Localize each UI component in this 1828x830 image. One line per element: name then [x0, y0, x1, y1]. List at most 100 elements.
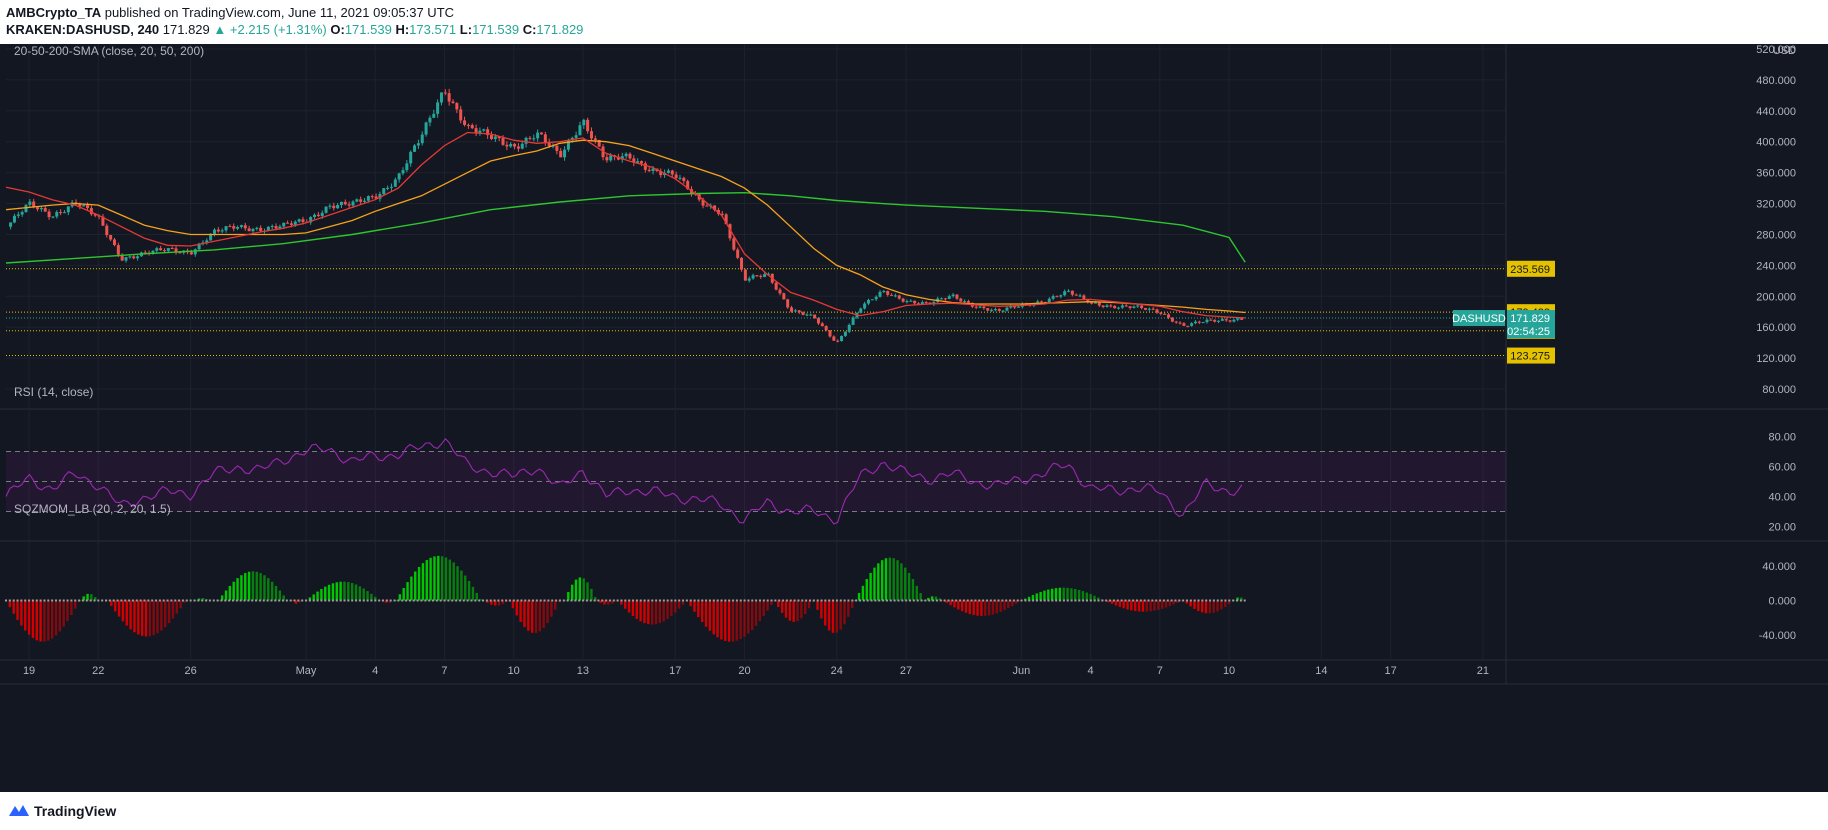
momentum-bar[interactable] [240, 575, 243, 601]
candle-body[interactable] [909, 300, 913, 302]
candle-body[interactable] [1217, 320, 1221, 322]
candle-body[interactable] [1224, 319, 1228, 321]
momentum-bar[interactable] [358, 586, 362, 601]
momentum-bar[interactable] [980, 600, 983, 616]
candle-body[interactable] [36, 207, 40, 210]
time-tick-label[interactable]: 13 [577, 665, 589, 677]
momentum-bar[interactable] [1236, 597, 1239, 601]
momentum-bar[interactable] [938, 598, 942, 601]
candle-body[interactable] [647, 169, 651, 172]
momentum-bar[interactable] [599, 600, 602, 603]
momentum-bar[interactable] [247, 571, 251, 601]
momentum-bar[interactable] [697, 600, 700, 618]
momentum-bar[interactable] [452, 562, 455, 601]
candle-body[interactable] [355, 199, 359, 202]
candle-body[interactable] [793, 310, 797, 312]
momentum-bar[interactable] [570, 584, 574, 601]
momentum-bar[interactable] [519, 600, 522, 622]
momentum-bar[interactable] [1141, 600, 1145, 612]
momentum-bar[interactable] [43, 600, 46, 642]
momentum-bar[interactable] [1003, 600, 1006, 611]
candle-body[interactable] [470, 125, 474, 129]
momentum-bar[interactable] [467, 580, 471, 601]
candle-body[interactable] [409, 151, 413, 164]
momentum-bar[interactable] [716, 600, 719, 638]
momentum-bar[interactable] [228, 585, 232, 601]
momentum-bar[interactable] [1110, 600, 1114, 604]
momentum-bar[interactable] [16, 600, 19, 620]
momentum-bar[interactable] [1160, 600, 1164, 609]
momentum-bar[interactable] [354, 584, 358, 601]
momentum-bar[interactable] [152, 600, 155, 636]
candle-body[interactable] [1201, 322, 1205, 324]
candle-body[interactable] [1059, 295, 1063, 297]
candle-body[interactable] [162, 250, 166, 252]
candle-body[interactable] [1186, 325, 1190, 327]
candle-body[interactable] [286, 222, 290, 224]
momentum-bar[interactable] [160, 600, 163, 631]
momentum-bar[interactable] [298, 600, 302, 603]
momentum-bar[interactable] [1054, 588, 1058, 601]
momentum-bar[interactable] [1224, 600, 1227, 607]
candle-body[interactable] [859, 308, 863, 313]
candle-body[interactable] [605, 157, 609, 161]
candle-body[interactable] [990, 309, 994, 311]
candle-body[interactable] [1193, 321, 1197, 324]
momentum-bar[interactable] [316, 591, 319, 601]
candle-body[interactable] [1132, 306, 1136, 308]
momentum-bar[interactable] [857, 593, 861, 601]
momentum-bar[interactable] [171, 600, 175, 619]
momentum-bar[interactable] [224, 590, 228, 601]
candle-body[interactable] [159, 248, 163, 251]
candle-body[interactable] [1163, 313, 1167, 315]
candle-body[interactable] [251, 228, 255, 232]
momentum-bar[interactable] [1220, 600, 1223, 610]
candle-body[interactable] [1036, 301, 1040, 304]
candle-body[interactable] [301, 219, 305, 222]
momentum-bar[interactable] [366, 591, 369, 601]
momentum-bar[interactable] [976, 600, 979, 616]
momentum-bar[interactable] [816, 600, 819, 610]
candle-body[interactable] [1109, 305, 1113, 307]
candle-body[interactable] [816, 318, 820, 324]
candle-body[interactable] [1024, 304, 1028, 306]
time-tick-label[interactable]: 7 [441, 665, 447, 677]
momentum-bar[interactable] [590, 588, 593, 601]
momentum-bar[interactable] [750, 600, 754, 631]
momentum-bar[interactable] [1077, 589, 1081, 601]
candle-body[interactable] [105, 225, 109, 236]
momentum-bar[interactable] [523, 600, 526, 628]
momentum-bar[interactable] [839, 600, 842, 630]
momentum-bar[interactable] [82, 596, 85, 601]
candle-body[interactable] [851, 317, 855, 325]
momentum-bar[interactable] [693, 600, 696, 612]
momentum-bar[interactable] [410, 576, 413, 601]
momentum-bar[interactable] [86, 593, 89, 601]
candle-body[interactable] [209, 233, 213, 241]
candle-body[interactable] [840, 335, 844, 342]
candle-body[interactable] [670, 170, 674, 175]
momentum-bar[interactable] [220, 595, 224, 601]
candle-body[interactable] [243, 225, 247, 229]
candle-body[interactable] [847, 324, 851, 332]
candle-body[interactable] [32, 201, 36, 208]
momentum-bar[interactable] [374, 596, 377, 601]
candle-body[interactable] [651, 168, 655, 172]
momentum-bar[interactable] [824, 600, 827, 626]
candle-body[interactable] [1017, 306, 1021, 308]
candle-body[interactable] [666, 170, 670, 173]
candle-body[interactable] [1128, 306, 1132, 308]
momentum-bar[interactable] [594, 597, 597, 601]
momentum-bar[interactable] [94, 597, 97, 601]
momentum-bar[interactable] [907, 572, 911, 601]
momentum-bar[interactable] [31, 600, 35, 639]
momentum-bar[interactable] [335, 582, 338, 601]
momentum-bar[interactable] [274, 585, 278, 601]
candle-body[interactable] [1147, 308, 1151, 310]
candle-body[interactable] [309, 217, 313, 223]
candle-body[interactable] [386, 187, 390, 189]
momentum-bar[interactable] [421, 563, 425, 601]
time-tick-label[interactable]: 20 [738, 665, 750, 677]
momentum-bar[interactable] [394, 600, 398, 602]
candle-body[interactable] [736, 249, 740, 258]
